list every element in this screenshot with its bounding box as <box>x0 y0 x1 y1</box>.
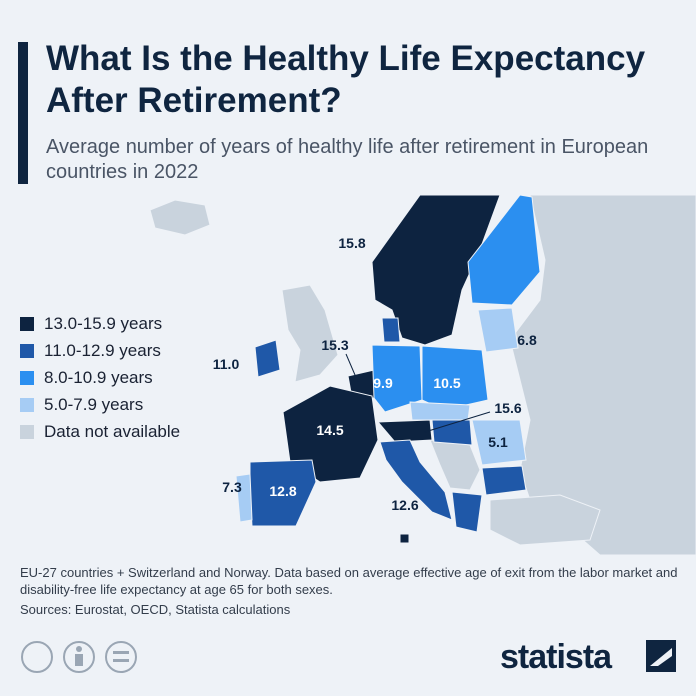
legend-swatch <box>20 397 34 412</box>
map-label: 12.6 <box>391 497 418 513</box>
sources: Sources: Eurostat, OECD, Statista calcul… <box>20 602 291 617</box>
legend-label: Data not available <box>44 421 181 441</box>
subtitle: Average number of years of healthy life … <box>46 136 649 183</box>
region <box>371 194 501 346</box>
region <box>381 317 401 343</box>
region <box>379 439 453 521</box>
legend-item: 5.0-7.9 years <box>20 391 180 418</box>
region <box>451 491 483 533</box>
region <box>254 339 281 378</box>
region <box>471 419 527 466</box>
license-icon <box>76 646 82 652</box>
map-label: 14.5 <box>316 422 343 438</box>
region <box>376 419 433 443</box>
region <box>281 284 339 383</box>
license-icon <box>63 641 95 673</box>
map-label: 15.8 <box>338 235 365 251</box>
region <box>477 307 519 353</box>
region <box>235 473 253 523</box>
legend-label: 8.0-10.9 years <box>44 367 153 387</box>
region <box>399 533 410 544</box>
map-label: 11.0 <box>213 356 240 372</box>
legend-swatch <box>20 343 34 358</box>
region <box>467 194 541 306</box>
logo-mark <box>650 648 672 666</box>
license-icon <box>21 641 53 673</box>
map-label: 6.8 <box>517 332 537 348</box>
license-icon <box>75 654 83 666</box>
legend-label: 5.0-7.9 years <box>44 394 144 414</box>
title: What Is the Healthy Life Expectancy Afte… <box>46 39 646 120</box>
footnote: EU-27 countries + Switzerland and Norway… <box>20 565 678 597</box>
legend: 13.0-15.9 years 11.0-12.9 years 8.0-10.9 y… <box>20 310 180 445</box>
license-icon <box>113 651 129 654</box>
map-label: 7.3 <box>222 479 242 495</box>
region <box>481 465 527 496</box>
brand-logo: statista <box>500 638 612 676</box>
region <box>149 199 211 236</box>
legend-swatch <box>20 370 34 385</box>
legend-label: 13.0-15.9 years <box>44 313 163 333</box>
map-label: 10.5 <box>433 375 460 391</box>
legend-item: 13.0-15.9 years <box>20 310 180 337</box>
map-label: 15.6 <box>494 400 521 416</box>
legend-item: 11.0-12.9 years <box>20 337 180 364</box>
license-icon <box>113 659 129 662</box>
legend-label: 11.0-12.9 years <box>44 340 161 360</box>
map-label: 12.8 <box>269 483 296 499</box>
region <box>489 494 601 546</box>
leader-line <box>345 353 359 383</box>
map-label: 5.1 <box>488 434 508 450</box>
legend-swatch <box>20 424 34 439</box>
leader-line <box>424 411 491 433</box>
map-label: 15.3 <box>321 337 348 353</box>
legend-item: Data not available <box>20 418 180 445</box>
title-bar <box>18 42 28 184</box>
map-label: 9.9 <box>373 375 393 391</box>
license-icon <box>105 641 137 673</box>
legend-item: 8.0-10.9 years <box>20 364 180 391</box>
region <box>371 344 423 413</box>
region <box>409 401 471 421</box>
legend-swatch <box>20 316 34 331</box>
